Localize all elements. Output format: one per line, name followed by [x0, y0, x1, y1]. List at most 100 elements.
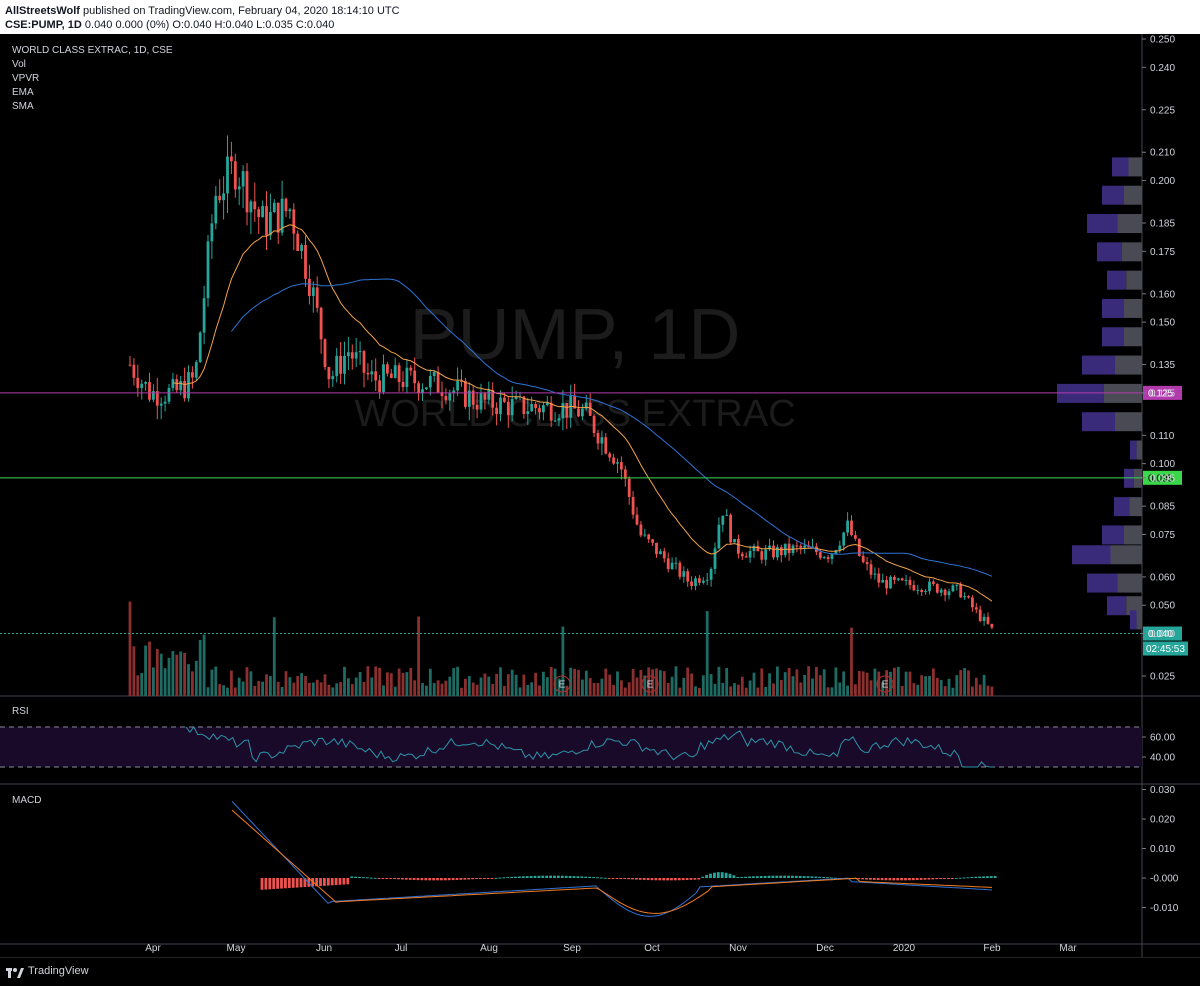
candle-body — [565, 403, 569, 418]
ohlc-values: 0.040 0.000 (0%) O:0.040 H:0.040 L:0.035… — [84, 19, 335, 31]
macd-histogram-bar — [295, 878, 299, 888]
macd-histogram-bar — [822, 876, 825, 878]
macd-histogram-bar — [865, 878, 868, 880]
candle-body — [222, 193, 225, 201]
macd-tick-label: -0.010 — [1150, 903, 1179, 914]
price-tick-label: 0.100 — [1150, 459, 1175, 470]
chart-area[interactable]: PUMP, 1D WORLD CLASS EXTRAC 0.125 0.095 0.0… — [0, 34, 1200, 957]
candle-body — [666, 558, 670, 570]
rsi-label[interactable]: RSI — [12, 706, 29, 717]
volume-bar — [772, 683, 775, 696]
volume-bar — [210, 669, 214, 696]
candle-body — [643, 534, 647, 536]
macd-tick-label: -0.000 — [1150, 874, 1179, 885]
volume-bar — [655, 668, 658, 696]
candle-body — [701, 580, 705, 583]
candle-body — [467, 390, 471, 407]
macd-histogram-bar — [303, 878, 307, 888]
candle-body — [748, 551, 752, 558]
volume-bar — [916, 684, 920, 696]
legend-ema[interactable]: EMA — [12, 87, 34, 98]
macd-histogram-bar — [748, 876, 751, 878]
macd-histogram-bar — [276, 878, 279, 889]
candle-body — [826, 557, 830, 560]
volume-bar — [760, 668, 764, 696]
macd-histogram-bar — [638, 878, 642, 880]
candle-body — [241, 171, 245, 187]
vpvr-bar-down — [1124, 298, 1142, 318]
price-tick-label: 0.135 — [1150, 360, 1175, 371]
candle-body — [608, 453, 612, 458]
candle-body — [417, 383, 420, 394]
candle-body — [955, 584, 959, 586]
volume-bar — [159, 653, 163, 696]
macd-histogram-bar — [326, 878, 330, 886]
volume-bar — [296, 676, 300, 696]
legend-vpvr[interactable]: VPVR — [12, 73, 40, 84]
volume-bar — [175, 654, 179, 696]
macd-histogram-bar — [365, 877, 369, 879]
candle-body — [756, 545, 760, 552]
tradingview-brand[interactable]: TradingView — [28, 965, 89, 977]
legend-vol[interactable]: Vol — [12, 59, 26, 70]
macd-histogram-bar — [900, 878, 903, 881]
candle-body — [967, 596, 970, 598]
candle-body — [233, 161, 237, 190]
volume-bar — [846, 685, 849, 696]
macd-histogram-bar — [650, 878, 654, 881]
candle-body — [678, 562, 682, 577]
macd-histogram-bar — [588, 876, 591, 878]
candle-body — [331, 376, 335, 380]
tradingview-logo-icon[interactable] — [6, 965, 24, 979]
candle-body — [257, 209, 261, 218]
macd-histogram-bar — [677, 878, 681, 881]
volume-bar — [939, 679, 943, 696]
candle-body — [179, 381, 183, 391]
macd-histogram-bar — [701, 876, 705, 878]
vpvr-bar-down — [1124, 327, 1142, 347]
author-name[interactable]: AllStreetsWolf — [5, 5, 80, 17]
macd-histogram-bar — [342, 878, 346, 885]
macd-histogram-bar — [713, 872, 716, 878]
macd-histogram-bar — [830, 877, 833, 879]
candle-body — [877, 573, 881, 583]
vpvr-bar-up — [1107, 596, 1127, 616]
volume-bar — [288, 677, 292, 696]
legend-title[interactable]: WORLD CLASS EXTRAC, 1D, CSE — [12, 45, 173, 56]
volume-bar — [935, 677, 939, 696]
volume-bar — [990, 686, 994, 696]
candle-body — [280, 198, 284, 233]
macd-histogram-bar — [284, 878, 287, 889]
volume-bar — [183, 652, 186, 696]
candle-body — [557, 418, 561, 421]
candle-body — [319, 307, 323, 340]
macd-histogram-bar — [264, 878, 268, 890]
volume-bar — [506, 674, 510, 696]
footer: TradingView — [0, 957, 1200, 986]
time-tick-label: 2020 — [893, 943, 916, 954]
macd-histogram-bar — [818, 876, 822, 878]
volume-bar — [830, 687, 834, 696]
macd-label[interactable]: MACD — [12, 795, 42, 806]
macd-histogram-bar — [455, 878, 459, 880]
candle-body — [206, 241, 210, 299]
candle-body — [506, 401, 510, 416]
macd-histogram-bar — [810, 876, 814, 878]
volume-bar — [978, 684, 982, 696]
volume-bar — [768, 673, 771, 696]
candle-body — [272, 202, 276, 213]
volume-bar — [698, 687, 701, 696]
macd-histogram-bar — [393, 878, 396, 880]
vpvr-bar-up — [1107, 270, 1127, 290]
candle-body — [128, 364, 132, 366]
macd-histogram-bar — [611, 878, 615, 879]
legend-sma[interactable]: SMA — [12, 101, 34, 112]
rsi-tick-label: 40.00 — [1150, 753, 1175, 764]
candle-body — [850, 520, 853, 536]
candle-body — [483, 393, 487, 400]
volume-bar — [963, 668, 966, 696]
macd-histogram-bar — [857, 878, 861, 880]
vpvr-bar-up — [1097, 242, 1122, 262]
volume-bar — [487, 676, 491, 696]
